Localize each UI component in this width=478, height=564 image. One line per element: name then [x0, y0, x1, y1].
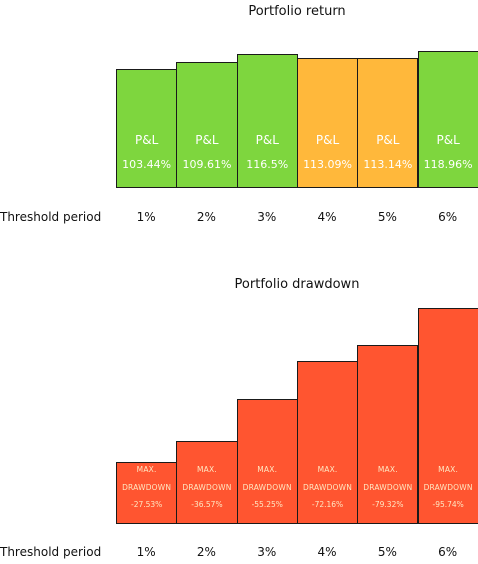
drawdown-x-tick: 6%: [438, 545, 458, 559]
drawdown-bar: MAX. DRAWDOWN -79.32%: [357, 345, 419, 524]
return-x-tick: 2%: [196, 210, 216, 224]
return-x-tick: 1%: [136, 210, 156, 224]
return-bar: P&L 113.09%: [296, 57, 359, 188]
return-bar: P&L 109.61%: [176, 61, 238, 188]
drawdown-bar-value-label: -55.25%: [251, 499, 283, 509]
drawdown-bar-value-label: -72.16%: [311, 499, 344, 509]
return-bar-tag: P&L: [436, 133, 460, 147]
drawdown-bar-tag-line1: MAX.: [317, 464, 338, 474]
drawdown-bar-tag-line2: DRAWDOWN: [122, 482, 172, 492]
drawdown-bar-tag-line2: DRAWDOWN: [302, 482, 353, 492]
drawdown-x-axis-label: Threshold period: [0, 545, 102, 559]
return-chart-title: Portfolio return: [248, 4, 346, 19]
return-bar-value-label: 116.5%: [246, 157, 289, 171]
drawdown-bar-value-label: -36.57%: [191, 499, 223, 509]
return-bar-value-label: 118.96%: [423, 158, 473, 171]
drawdown-bar-tag-line2: DRAWDOWN: [423, 483, 473, 492]
drawdown-bar-tag-line2: DRAWDOWN: [242, 482, 292, 492]
return-bar: P&L 113.14%: [357, 57, 419, 188]
return-bar-tag: P&L: [255, 132, 279, 147]
drawdown-bar-tag-line2: DRAWDOWN: [182, 482, 232, 492]
drawdown-bar-value-label: -79.32%: [372, 499, 404, 509]
return-bar: P&L 103.44%: [116, 68, 178, 188]
return-bar-value-label: 109.61%: [182, 157, 232, 171]
drawdown-bar-tag-line1: MAX.: [257, 464, 278, 474]
return-bar-value-label: 113.14%: [363, 157, 413, 171]
return-bar-tag: P&L: [376, 132, 400, 147]
drawdown-bar: MAX. DRAWDOWN -72.16%: [296, 361, 359, 524]
drawdown-x-tick: 2%: [196, 545, 216, 559]
return-bar: P&L 118.96%: [417, 51, 478, 188]
drawdown-x-tick: 5%: [377, 545, 397, 559]
return-bar-tag: P&L: [195, 132, 219, 147]
drawdown-bar-tag-line1: MAX.: [377, 464, 398, 474]
drawdown-bar: MAX. DRAWDOWN -27.53%: [116, 461, 178, 524]
return-bar-tag: P&L: [315, 132, 340, 147]
return-bar-value-label: 113.09%: [303, 157, 353, 171]
drawdown-bar: MAX. DRAWDOWN -95.74%: [417, 308, 478, 524]
return-x-axis-label: Threshold period: [0, 210, 102, 224]
drawdown-bar-tag-line1: MAX.: [136, 464, 157, 474]
drawdown-bar-value-label: -27.53%: [130, 499, 163, 509]
drawdown-bar-tag-line1: MAX.: [196, 464, 217, 474]
drawdown-bar-tag-line1: MAX.: [438, 465, 459, 474]
return-bar: P&L 116.5%: [236, 53, 298, 188]
drawdown-x-tick: 4%: [317, 545, 337, 559]
return-x-tick: 6%: [438, 210, 458, 224]
drawdown-bar: MAX. DRAWDOWN -55.25%: [236, 399, 298, 524]
drawdown-bar-value-label: -95.74%: [432, 500, 464, 509]
return-x-tick: 5%: [377, 210, 397, 224]
drawdown-bar: MAX. DRAWDOWN -36.57%: [176, 441, 238, 524]
return-bar-value-label: 103.44%: [122, 157, 172, 171]
return-x-tick: 3%: [257, 210, 277, 224]
drawdown-chart-title: Portfolio drawdown: [234, 277, 360, 292]
drawdown-bar-tag-line2: DRAWDOWN: [363, 482, 413, 492]
drawdown-x-tick: 3%: [257, 545, 277, 559]
return-bar-tag: P&L: [135, 132, 159, 147]
drawdown-x-tick: 1%: [136, 545, 156, 559]
return-x-tick: 4%: [317, 210, 337, 224]
